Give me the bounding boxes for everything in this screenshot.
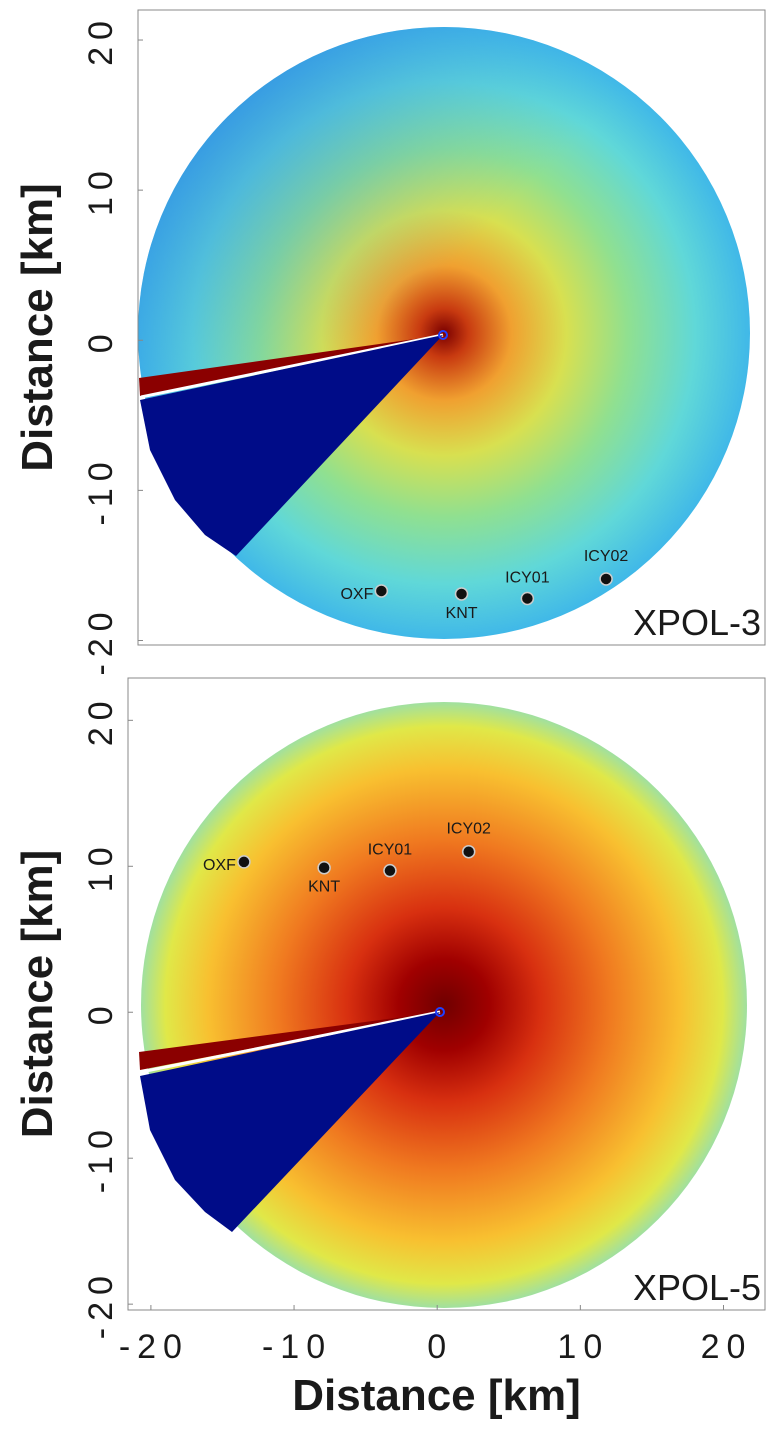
station-point [237,855,251,869]
x-tick-label: 10 [557,1328,609,1366]
y-tick-label: 10 [82,164,120,216]
y-tick-label: -10 [82,455,120,525]
station-point [461,844,476,859]
station-label: KNT [308,879,340,896]
y-tick-label: -10 [82,1123,120,1193]
y-axis-title: Distance [km] [13,183,62,472]
station-point [454,587,469,601]
y-tick-label: 0 [82,327,120,353]
station-point [374,584,389,598]
radar-field-2 [139,702,747,1308]
station-point [599,572,613,586]
y-tick-label: -20 [82,605,120,675]
station-label: KNT [446,605,478,622]
station-label: ICY02 [446,821,491,838]
radar-field-1 [138,27,750,639]
x-tick-label: 20 [701,1328,753,1366]
x-axis-title: Distance [km] [292,1371,581,1420]
x-tick-label: -10 [262,1328,332,1366]
station-label: OXF [203,857,236,874]
station-label: ICY01 [368,842,413,859]
station-point [383,863,397,878]
station-label: ICY02 [584,548,629,565]
station-label: OXF [340,586,373,603]
station-point [520,591,535,606]
x-tick-label: -20 [119,1328,189,1366]
frame [137,9,766,646]
frame [127,677,766,1311]
panel-label: XPOL-5 [633,1267,761,1308]
x-tick-label: 0 [427,1328,453,1366]
y-tick-label: 20 [82,694,120,746]
y-tick-label: 10 [82,840,120,892]
y-tick-label: -20 [82,1269,120,1339]
y-tick-label: 20 [82,14,120,66]
station-point [317,860,331,875]
y-tick-label: 0 [82,999,120,1025]
station-label: ICY01 [505,569,550,586]
panel-label: XPOL-3 [633,602,761,643]
y-axis-title: Distance [km] [13,850,62,1139]
